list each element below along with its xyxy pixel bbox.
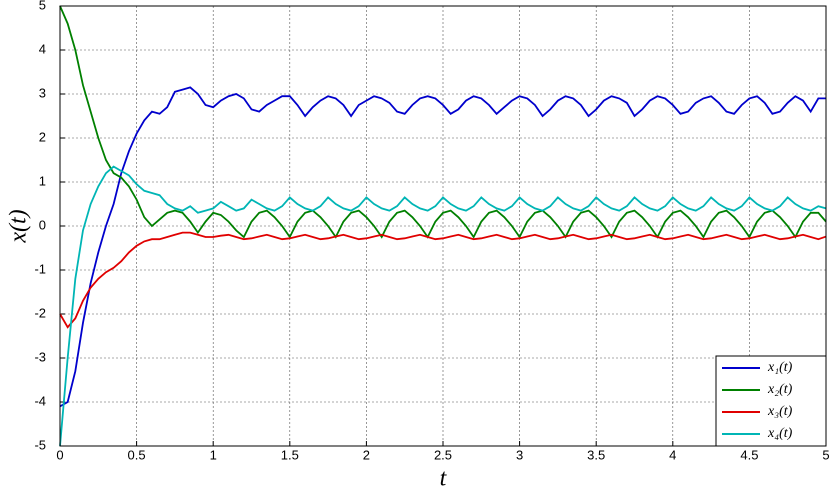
- y-tick-label: 4: [39, 41, 46, 56]
- y-tick-label: 1: [39, 173, 46, 188]
- x-tick-label: 1.5: [281, 447, 299, 462]
- x-tick-label: 0: [56, 447, 63, 462]
- x-tick-label: 2: [363, 447, 370, 462]
- legend-label: x₃(t): [767, 404, 793, 419]
- y-tick-label: 2: [39, 129, 46, 144]
- y-tick-label: 3: [39, 85, 46, 100]
- series-line: [59, 86, 826, 408]
- legend: x₁(t) x₂(t) x₃(t) x₄(t): [715, 355, 827, 447]
- x-tick-label: 2.5: [434, 447, 452, 462]
- series-line: [59, 5, 827, 239]
- legend-box: [715, 355, 827, 447]
- legend-label: x₂(t): [767, 382, 793, 397]
- x-axis-label: t: [440, 466, 448, 490]
- x-tick-label: 5: [822, 447, 829, 462]
- y-axis-label: x(t): [6, 209, 32, 243]
- x-tick-label: 4: [669, 447, 676, 462]
- y-tick-label: -1: [34, 261, 46, 276]
- x-tick-label: 1: [210, 447, 217, 462]
- y-tick-label: -4: [34, 393, 46, 408]
- y-tick-label: 5: [39, 0, 46, 12]
- plot-frame: [59, 5, 827, 447]
- series-line: [59, 231, 827, 329]
- y-tick-label: 0: [39, 217, 46, 232]
- legend-label: x₄(t): [767, 426, 793, 441]
- series-line: [59, 165, 827, 447]
- y-tick-label: -2: [34, 305, 46, 320]
- x-tick-label: 4.5: [740, 447, 758, 462]
- x-tick-label: 3: [516, 447, 523, 462]
- x-tick-label: 0.5: [128, 447, 146, 462]
- y-tick-label: -5: [34, 437, 46, 452]
- legend-label: x₁(t): [767, 360, 793, 375]
- y-tick-label: -3: [34, 349, 46, 364]
- x-tick-label: 3.5: [587, 447, 605, 462]
